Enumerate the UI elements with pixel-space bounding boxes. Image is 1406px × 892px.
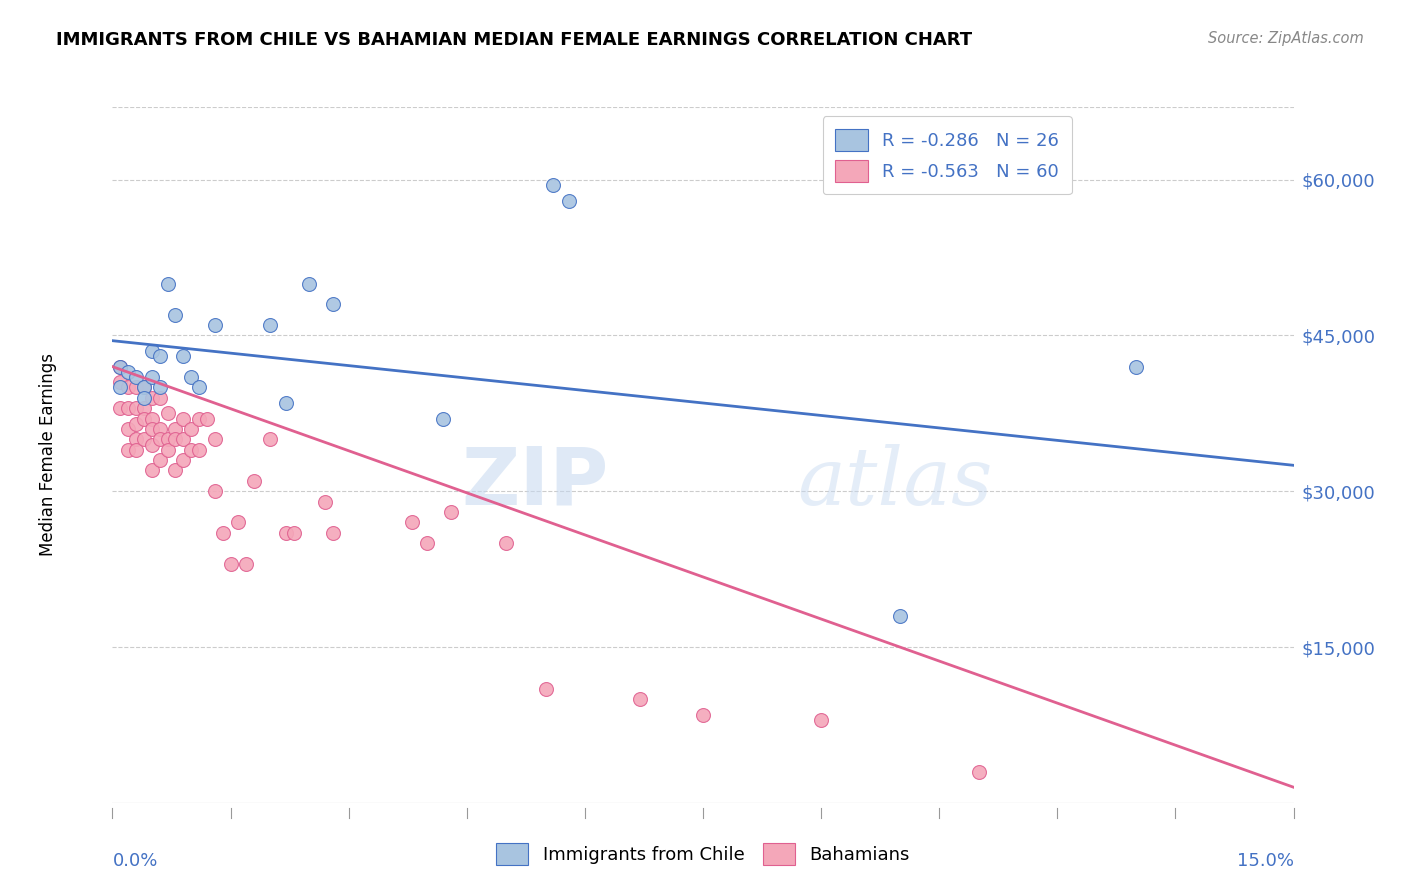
Text: atlas: atlas	[797, 444, 993, 522]
Point	[188, 411, 211, 425]
Point	[204, 318, 226, 332]
Point	[149, 422, 172, 436]
Point	[495, 536, 517, 550]
Point	[259, 433, 281, 447]
Point	[432, 411, 454, 425]
Point	[172, 349, 194, 363]
Point	[110, 380, 132, 394]
Point	[165, 308, 187, 322]
Point	[141, 391, 163, 405]
Point	[149, 391, 172, 405]
Point	[810, 713, 832, 727]
Point	[558, 194, 581, 208]
Point	[141, 370, 163, 384]
Point	[259, 318, 281, 332]
Point	[141, 437, 163, 451]
Point	[156, 442, 179, 457]
Point	[416, 536, 439, 550]
Point	[195, 411, 218, 425]
Point	[117, 365, 139, 379]
Point	[204, 484, 226, 499]
Point	[172, 453, 194, 467]
Point	[298, 277, 321, 291]
Point	[125, 370, 148, 384]
Point	[204, 433, 226, 447]
Point	[543, 178, 565, 192]
Point	[165, 463, 187, 477]
Point	[172, 411, 194, 425]
Point	[141, 422, 163, 436]
Point	[110, 376, 132, 390]
Point	[322, 525, 344, 540]
Point	[156, 277, 179, 291]
Point	[125, 401, 148, 416]
Point	[110, 359, 132, 374]
Point	[132, 380, 155, 394]
Point	[156, 433, 179, 447]
Point	[117, 422, 139, 436]
Point	[149, 453, 172, 467]
Point	[165, 422, 187, 436]
Point	[211, 525, 233, 540]
Point	[322, 297, 344, 311]
Point	[156, 406, 179, 420]
Point	[1125, 359, 1147, 374]
Point	[628, 692, 651, 706]
Text: Median Female Earnings: Median Female Earnings	[38, 353, 56, 557]
Point	[149, 380, 172, 394]
Point	[117, 401, 139, 416]
Point	[534, 681, 557, 696]
Point	[401, 516, 423, 530]
Point	[149, 433, 172, 447]
Point	[228, 516, 250, 530]
Point	[172, 433, 194, 447]
Point	[117, 380, 139, 394]
Point	[132, 433, 155, 447]
Text: 15.0%: 15.0%	[1236, 852, 1294, 870]
Text: Source: ZipAtlas.com: Source: ZipAtlas.com	[1208, 31, 1364, 46]
Point	[132, 401, 155, 416]
Text: ZIP: ZIP	[461, 443, 609, 522]
Point	[274, 396, 297, 410]
Point	[125, 442, 148, 457]
Point	[440, 505, 463, 519]
Point	[165, 433, 187, 447]
Point	[283, 525, 305, 540]
Point	[692, 707, 714, 722]
Point	[132, 411, 155, 425]
Point	[110, 359, 132, 374]
Point	[274, 525, 297, 540]
Point	[180, 442, 202, 457]
Legend: Immigrants from Chile, Bahamians: Immigrants from Chile, Bahamians	[486, 834, 920, 874]
Point	[132, 391, 155, 405]
Point	[180, 422, 202, 436]
Point	[188, 380, 211, 394]
Point	[117, 442, 139, 457]
Point	[141, 411, 163, 425]
Point	[141, 344, 163, 359]
Text: IMMIGRANTS FROM CHILE VS BAHAMIAN MEDIAN FEMALE EARNINGS CORRELATION CHART: IMMIGRANTS FROM CHILE VS BAHAMIAN MEDIAN…	[56, 31, 973, 49]
Point	[141, 463, 163, 477]
Point	[149, 349, 172, 363]
Point	[188, 442, 211, 457]
Point	[889, 608, 911, 623]
Point	[125, 417, 148, 431]
Point	[125, 380, 148, 394]
Point	[219, 557, 242, 571]
Point	[125, 433, 148, 447]
Point	[180, 370, 202, 384]
Point	[243, 474, 266, 488]
Point	[314, 494, 336, 508]
Point	[967, 764, 990, 779]
Point	[110, 401, 132, 416]
Text: 0.0%: 0.0%	[112, 852, 157, 870]
Point	[235, 557, 257, 571]
Point	[132, 380, 155, 394]
